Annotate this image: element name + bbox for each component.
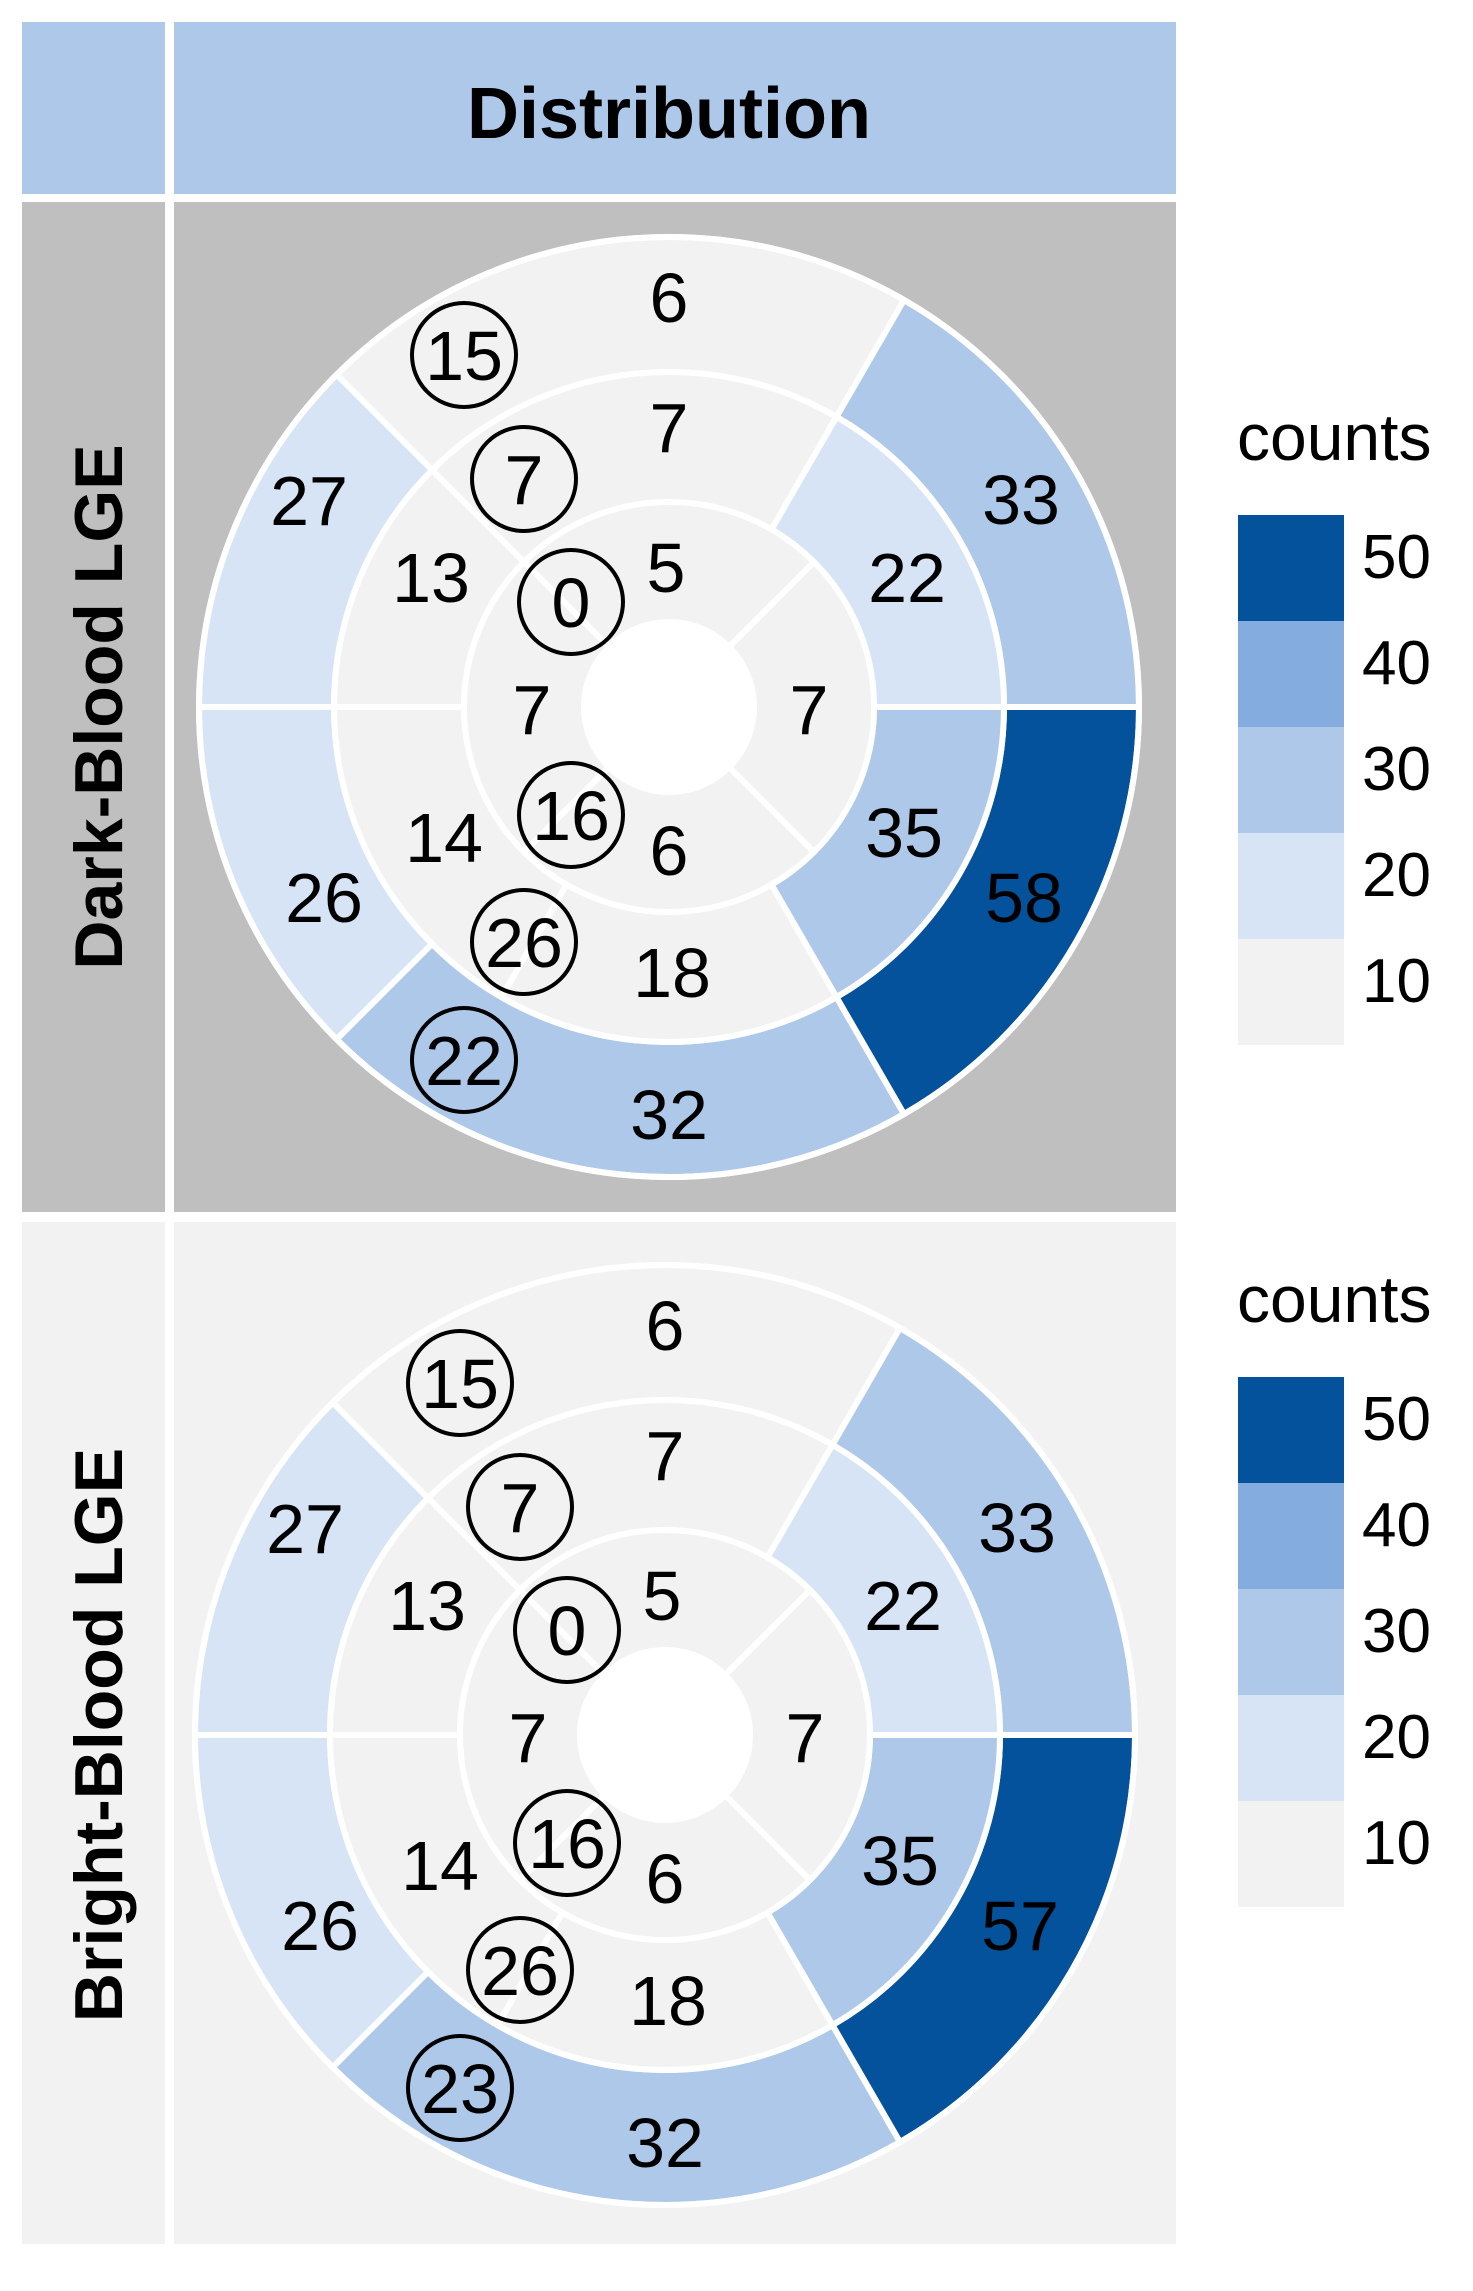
segment-value: 27 xyxy=(266,1490,344,1568)
highlight-circle xyxy=(513,1576,621,1684)
segment-value: 6 xyxy=(646,1287,685,1365)
legend-swatch xyxy=(1238,727,1344,833)
outer-border xyxy=(192,1262,1138,2208)
header-title: Distribution xyxy=(467,74,871,154)
highlight-circle xyxy=(410,301,518,409)
segment-value: 26 xyxy=(485,904,563,982)
legend-label: 30 xyxy=(1362,1597,1431,1666)
legend-swatch xyxy=(1238,515,1344,621)
segment-value: 5 xyxy=(647,529,686,607)
segment-value: 58 xyxy=(985,859,1063,937)
legend-label: 10 xyxy=(1362,947,1431,1016)
segment-value: 7 xyxy=(509,1699,548,1777)
segment-value: 14 xyxy=(405,799,483,877)
segment-value: 32 xyxy=(626,2104,704,2182)
row-label-dark: Dark-Blood LGE xyxy=(61,444,137,969)
legend-swatch xyxy=(1238,1377,1344,1483)
segment-value: 14 xyxy=(401,1827,479,1905)
legend-swatch xyxy=(1238,833,1344,939)
center-hole xyxy=(584,622,754,792)
legend-label: 30 xyxy=(1362,735,1431,804)
row-label-bright: Bright-Blood LGE xyxy=(61,1448,137,2022)
highlight-circle xyxy=(466,1453,574,1561)
segment-value: 23 xyxy=(421,2050,499,2128)
segment-value: 0 xyxy=(552,564,591,642)
segment-value: 13 xyxy=(388,1567,466,1645)
segment-value: 7 xyxy=(790,671,829,749)
legend-swatch xyxy=(1238,1589,1344,1695)
legend-label: 50 xyxy=(1362,1385,1431,1454)
segment-value: 7 xyxy=(505,441,544,519)
legend-swatch xyxy=(1238,1695,1344,1801)
segment-value: 13 xyxy=(392,539,470,617)
segment-value: 6 xyxy=(646,1840,685,1918)
segment-value: 5 xyxy=(643,1557,682,1635)
highlight-circle xyxy=(410,1006,518,1114)
segment-value: 22 xyxy=(868,539,946,617)
segment-value: 15 xyxy=(421,1345,499,1423)
segment-value: 57 xyxy=(981,1887,1059,1965)
segment-value: 26 xyxy=(481,1932,559,2010)
segment-value: 0 xyxy=(548,1592,587,1670)
legend-swatch xyxy=(1238,1483,1344,1589)
center-hole xyxy=(580,1650,750,1820)
segment-value: 18 xyxy=(633,934,711,1012)
legend-title: counts xyxy=(1237,1262,1431,1336)
segment-value: 7 xyxy=(501,1469,540,1547)
segment-value: 33 xyxy=(982,461,1060,539)
segment-value: 32 xyxy=(630,1076,708,1154)
segment-value: 15 xyxy=(425,317,503,395)
highlight-circle xyxy=(517,548,625,656)
highlight-circle xyxy=(466,1916,574,2024)
segment-value: 35 xyxy=(865,794,943,872)
legend-title: counts xyxy=(1237,400,1431,474)
segment-value: 7 xyxy=(786,1699,825,1777)
highlight-circle xyxy=(470,425,578,533)
segment-value: 35 xyxy=(861,1822,939,1900)
segment-value: 33 xyxy=(978,1489,1056,1567)
legend-bright-blood: counts 50 40 30 20 10 xyxy=(1237,1262,1431,1907)
segment-value: 7 xyxy=(513,671,552,749)
legend-label: 50 xyxy=(1362,523,1431,592)
segment-value: 7 xyxy=(650,389,689,467)
segment-value: 26 xyxy=(285,859,363,937)
segment-value: 26 xyxy=(281,1887,359,1965)
row-label-cell-dark xyxy=(22,202,165,1212)
segment-value: 18 xyxy=(629,1962,707,2040)
segment-value: 6 xyxy=(650,812,689,890)
legend-dark-blood: counts 50 40 30 20 10 xyxy=(1237,400,1431,1045)
legend-label: 10 xyxy=(1362,1809,1431,1878)
legend-label: 20 xyxy=(1362,1703,1431,1772)
highlight-circle xyxy=(517,761,625,869)
row-label-cell-bright xyxy=(22,1222,165,2244)
highlight-circle xyxy=(406,1329,514,1437)
segment-value: 7 xyxy=(646,1417,685,1495)
legend-swatch xyxy=(1238,621,1344,727)
legend-swatch xyxy=(1238,939,1344,1045)
legend-label: 40 xyxy=(1362,1491,1431,1560)
segment-value: 6 xyxy=(650,259,689,337)
header-bar xyxy=(174,22,1176,194)
segment-value: 22 xyxy=(425,1022,503,1100)
highlight-circle xyxy=(470,888,578,996)
highlight-circle xyxy=(406,2034,514,2142)
segment-value: 16 xyxy=(532,777,610,855)
legend-label: 40 xyxy=(1362,629,1431,698)
legend-label: 20 xyxy=(1362,841,1431,910)
segment-value: 27 xyxy=(270,462,348,540)
outer-border xyxy=(196,234,1142,1180)
segment-value: 22 xyxy=(864,1567,942,1645)
segment-value: 16 xyxy=(528,1805,606,1883)
legend-swatch xyxy=(1238,1801,1344,1907)
highlight-circle xyxy=(513,1789,621,1897)
header-corner xyxy=(22,22,165,194)
